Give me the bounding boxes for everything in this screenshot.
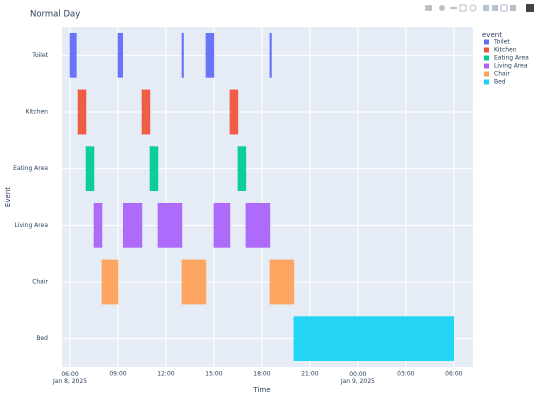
x-tick-label: 18:00 (253, 371, 270, 378)
legend-swatch (484, 79, 489, 85)
y-tick-label: Living Area (14, 222, 48, 229)
bar (229, 89, 239, 135)
x-tick-label: 09:00 (109, 371, 126, 378)
legend-swatch (484, 63, 489, 69)
chart-title: Normal Day (30, 10, 80, 20)
x-tick-label: 03:00 (397, 371, 414, 378)
legend-title: event (482, 31, 502, 39)
bar (149, 146, 159, 192)
y-tick-label: Kitchen (25, 109, 48, 116)
legend-swatch (484, 39, 489, 45)
legend-swatch (484, 55, 489, 61)
bar (101, 259, 119, 305)
legend-label: Living Area (494, 63, 528, 70)
bar (269, 32, 272, 78)
legend-swatch (484, 71, 489, 77)
zoom-button[interactable] (439, 5, 445, 11)
pan-button[interactable] (450, 7, 457, 9)
y-tick-label: Toilet (31, 52, 48, 59)
bar (245, 202, 271, 248)
zoom-in-button[interactable] (483, 5, 489, 11)
select-button[interactable] (459, 4, 467, 12)
zoom-out-button[interactable] (492, 5, 498, 11)
x-tick-label: 06:00 Jan 8, 2025 (52, 371, 87, 385)
bar (77, 89, 87, 135)
legend-label: Toilet (493, 39, 510, 46)
bar (181, 259, 207, 305)
modebar (425, 4, 534, 12)
y-tick-label: Eating Area (13, 165, 48, 172)
plotly-logo[interactable] (526, 4, 534, 12)
x-tick-label: 06:00 (445, 371, 462, 378)
legend-swatch (484, 47, 489, 53)
bar (157, 202, 183, 248)
bar (293, 316, 455, 362)
camera-button[interactable] (425, 5, 432, 11)
legend-label: Eating Area (494, 55, 529, 62)
bar (237, 146, 247, 192)
bar (141, 89, 151, 135)
bar (181, 32, 184, 78)
y-tick-label: Chair (32, 279, 48, 286)
bar (123, 202, 143, 248)
x-axis-title: Time (252, 386, 270, 394)
bar (213, 202, 231, 248)
bar (85, 146, 95, 192)
bar (93, 202, 103, 248)
autoscale-button[interactable] (500, 4, 508, 12)
legend-label: Kitchen (494, 47, 517, 54)
plot-area (62, 27, 473, 367)
bar (117, 32, 124, 78)
x-tick-label: 15:00 (205, 371, 222, 378)
lasso-button[interactable] (469, 4, 477, 12)
y-tick-label: Bed (36, 335, 48, 342)
bar (69, 32, 77, 78)
bar (269, 259, 295, 305)
legend-label: Bed (494, 79, 506, 86)
bar (205, 32, 215, 78)
y-axis-title: Event (4, 187, 12, 207)
reset-button[interactable] (510, 5, 516, 11)
x-tick-label: 00:00 Jan 9, 2025 (340, 371, 375, 385)
legend-label: Chair (494, 71, 510, 78)
x-tick-label: 12:00 (157, 371, 174, 378)
x-tick-label: 21:00 (301, 371, 318, 378)
